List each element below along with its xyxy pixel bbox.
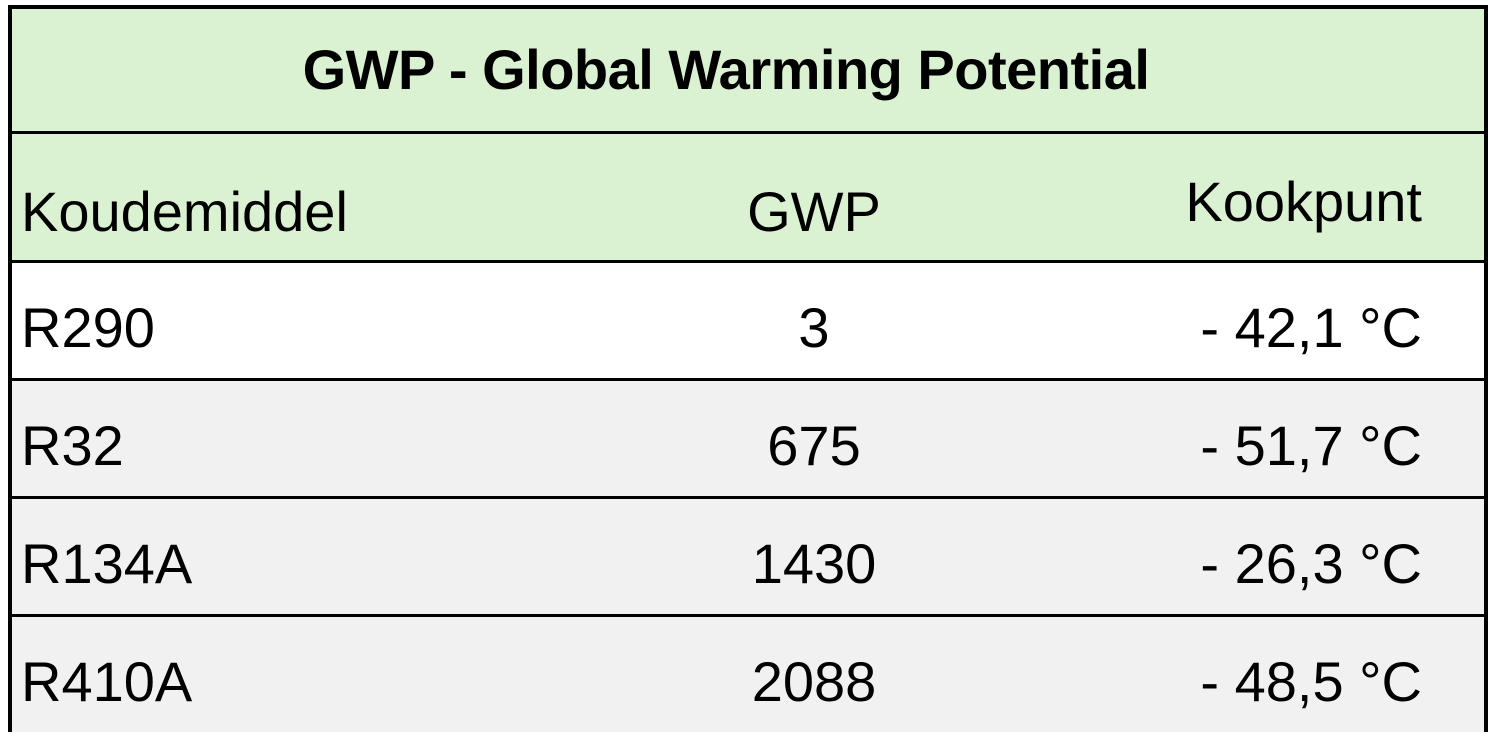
table-row: R290 3 - 42,1 °C xyxy=(12,260,1484,378)
gwp-table: GWP - Global Warming Potential Koudemidd… xyxy=(8,5,1488,732)
cell-kookpunt: - 48,5 °C xyxy=(1200,650,1422,713)
cell-kookpunt: - 26,3 °C xyxy=(1200,532,1422,595)
header-gwp: GWP xyxy=(747,180,881,243)
table-row: R410A 2088 - 48,5 °C xyxy=(12,614,1484,732)
header-kookpunt: Kookpunt xyxy=(1185,170,1422,233)
cell-gwp: 2088 xyxy=(751,650,877,713)
cell-kookpunt: - 51,7 °C xyxy=(1200,414,1422,477)
table-title: GWP - Global Warming Potential xyxy=(302,37,1150,101)
cell-kookpunt: - 42,1 °C xyxy=(1200,296,1422,359)
header-koudemiddel: Koudemiddel xyxy=(21,180,348,243)
table-row: R32 675 - 51,7 °C xyxy=(12,378,1484,496)
cell-koudemiddel: R290 xyxy=(21,296,155,359)
cell-gwp: 675 xyxy=(767,414,861,477)
table-header-row: Koudemiddel GWP Kookpunt xyxy=(12,131,1484,260)
cell-koudemiddel: R134A xyxy=(21,532,193,595)
table-row: R134A 1430 - 26,3 °C xyxy=(12,496,1484,614)
cell-gwp: 3 xyxy=(798,296,830,359)
table-title-row: GWP - Global Warming Potential xyxy=(12,9,1484,131)
cell-gwp: 1430 xyxy=(751,532,877,595)
cell-koudemiddel: R410A xyxy=(21,650,193,713)
cell-koudemiddel: R32 xyxy=(21,414,124,477)
